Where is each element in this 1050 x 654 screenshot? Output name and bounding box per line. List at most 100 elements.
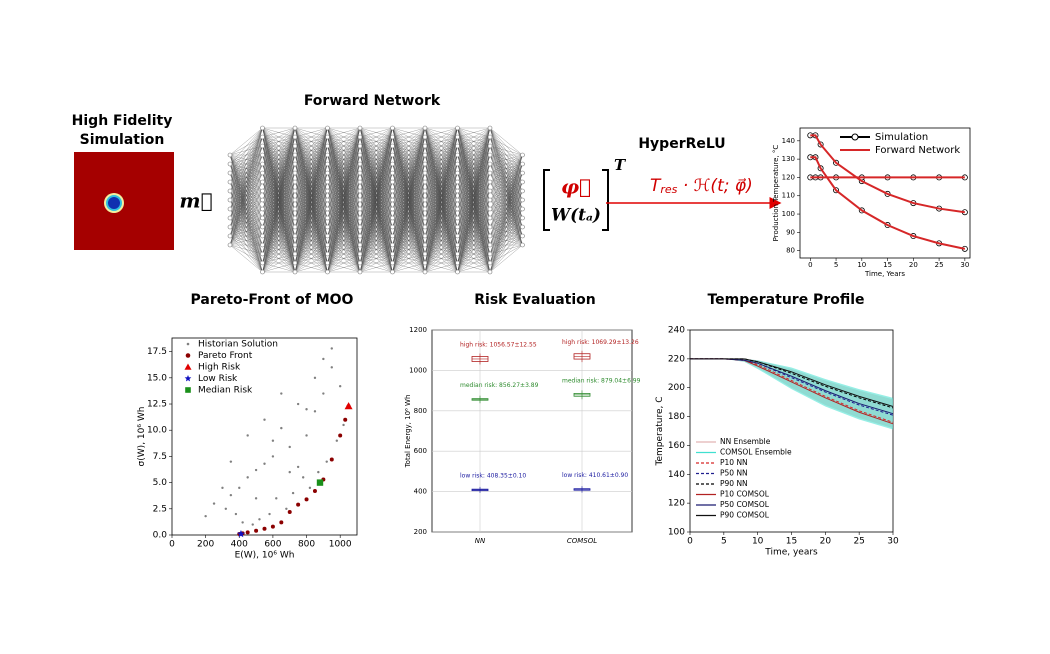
neuron <box>325 269 330 275</box>
network-line <box>810 156 966 250</box>
y-tick-label: 220 <box>668 354 685 364</box>
risk-annotation: low risk: 408.35±0.10 <box>460 472 526 479</box>
legend-label: P10 NN <box>720 458 748 467</box>
simulation-title: Simulation <box>80 132 165 148</box>
neuron <box>227 215 233 221</box>
neuron <box>325 197 330 203</box>
risk-annotation: median risk: 856.27±3.89 <box>460 382 539 389</box>
neuron <box>357 188 363 194</box>
x-tick-label: 20 <box>820 537 832 547</box>
neuron <box>357 152 363 158</box>
neuron <box>422 152 428 158</box>
neuron <box>357 260 363 266</box>
neuron <box>487 143 493 149</box>
y-tick-label: 17.5 <box>147 347 167 357</box>
legend-marker <box>851 133 859 141</box>
pareto-point <box>329 457 334 462</box>
neuron <box>422 143 428 149</box>
neuron <box>520 188 525 194</box>
legend-label: NN Ensemble <box>720 437 771 446</box>
y-tick-label: 100 <box>782 210 795 218</box>
neuron <box>390 224 395 230</box>
neuron <box>357 215 363 221</box>
neuron <box>227 233 233 239</box>
neuron <box>422 134 428 140</box>
neuron <box>422 224 428 230</box>
historian-point <box>301 476 305 479</box>
historian-point <box>288 445 291 449</box>
historian-point <box>335 439 339 442</box>
neuron <box>390 152 395 158</box>
legend-label: P90 COMSOL <box>720 511 770 520</box>
neuron <box>422 242 428 248</box>
risk-marker <box>316 479 324 486</box>
neuron <box>260 125 265 131</box>
neuron <box>487 197 493 203</box>
legend-label: P10 COMSOL <box>720 490 770 499</box>
neuron <box>422 269 428 275</box>
neuron <box>357 233 363 239</box>
network <box>227 125 525 275</box>
neuron <box>325 215 330 221</box>
neuron <box>455 152 460 158</box>
risk-marker <box>184 363 192 370</box>
neuron <box>260 152 265 158</box>
formula-part: · ℋ(t; φ⃗) <box>677 176 752 196</box>
vector-phi: φ⃗ <box>561 175 591 199</box>
neuron <box>520 179 525 185</box>
neuron <box>260 197 265 203</box>
neuron <box>292 179 298 185</box>
x-tick-label: 25 <box>935 261 944 269</box>
neuron <box>325 233 330 239</box>
x-tick-label: 1000 <box>329 540 352 550</box>
neuron <box>227 188 233 194</box>
historian-point <box>258 518 261 521</box>
neuron <box>325 224 330 230</box>
neuron <box>520 197 525 203</box>
pareto-point <box>296 502 301 507</box>
y-tick-label: 100 <box>668 528 685 538</box>
y-tick-label: 90 <box>786 228 795 236</box>
bracket <box>543 169 609 231</box>
risk-marker <box>344 402 353 410</box>
neuron <box>260 143 265 149</box>
neuron <box>292 260 298 266</box>
neuron <box>325 143 330 149</box>
neuron <box>292 134 298 140</box>
y-tick-label: 110 <box>782 192 795 200</box>
x-tick-label: 10 <box>752 537 764 547</box>
neuron <box>455 224 460 230</box>
legend-label: Simulation <box>875 132 928 143</box>
x-tick-label: 200 <box>197 540 214 550</box>
y-axis-label: Production Temperature, °C <box>772 145 780 242</box>
x-tick-label: 5 <box>834 261 838 269</box>
neuron <box>292 233 298 239</box>
neuron <box>357 125 363 131</box>
neuron <box>357 179 363 185</box>
historian-point <box>342 423 345 427</box>
pareto-point <box>287 509 292 514</box>
x-tick-label: 15 <box>883 261 892 269</box>
neuron <box>357 197 363 203</box>
neuron <box>455 206 460 212</box>
pareto-point <box>270 524 275 529</box>
y-axis-label: Total Energy, 10⁶ Wh <box>404 395 412 469</box>
legend-marker <box>185 353 191 358</box>
y-tick-label: 800 <box>414 407 427 415</box>
neuron <box>292 125 298 131</box>
risk-marker <box>185 387 191 393</box>
pareto-point <box>245 530 250 535</box>
neuron <box>292 161 298 167</box>
neuron <box>455 260 460 266</box>
x-tick-label: NN <box>475 537 486 545</box>
neuron <box>520 224 525 230</box>
x-tick-label: 0 <box>687 537 693 547</box>
x-tick-label: 25 <box>853 537 864 547</box>
historian-point <box>291 491 295 495</box>
neuron <box>520 215 525 221</box>
neuron <box>390 188 395 194</box>
neuron <box>390 143 395 149</box>
historian-point <box>212 502 216 505</box>
neuron <box>292 197 298 203</box>
historian-point <box>268 512 271 516</box>
